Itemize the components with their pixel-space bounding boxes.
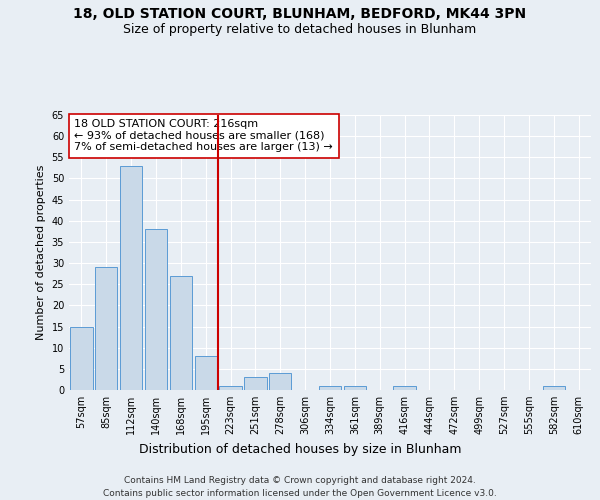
Text: Contains HM Land Registry data © Crown copyright and database right 2024.: Contains HM Land Registry data © Crown c…	[124, 476, 476, 485]
Bar	[194, 356, 217, 390]
Text: Size of property relative to detached houses in Blunham: Size of property relative to detached ho…	[124, 22, 476, 36]
Bar	[394, 386, 416, 390]
Bar	[244, 378, 266, 390]
Bar	[170, 276, 192, 390]
Text: Distribution of detached houses by size in Blunham: Distribution of detached houses by size …	[139, 442, 461, 456]
Text: 18, OLD STATION COURT, BLUNHAM, BEDFORD, MK44 3PN: 18, OLD STATION COURT, BLUNHAM, BEDFORD,…	[73, 8, 527, 22]
Text: 18 OLD STATION COURT: 216sqm
← 93% of detached houses are smaller (168)
7% of se: 18 OLD STATION COURT: 216sqm ← 93% of de…	[74, 119, 333, 152]
Bar	[319, 386, 341, 390]
Bar	[120, 166, 142, 390]
Bar	[95, 268, 118, 390]
Text: Contains public sector information licensed under the Open Government Licence v3: Contains public sector information licen…	[103, 489, 497, 498]
Y-axis label: Number of detached properties: Number of detached properties	[36, 165, 46, 340]
Bar	[145, 229, 167, 390]
Bar	[70, 326, 92, 390]
Bar	[344, 386, 366, 390]
Bar	[542, 386, 565, 390]
Bar	[269, 373, 292, 390]
Bar	[220, 386, 242, 390]
